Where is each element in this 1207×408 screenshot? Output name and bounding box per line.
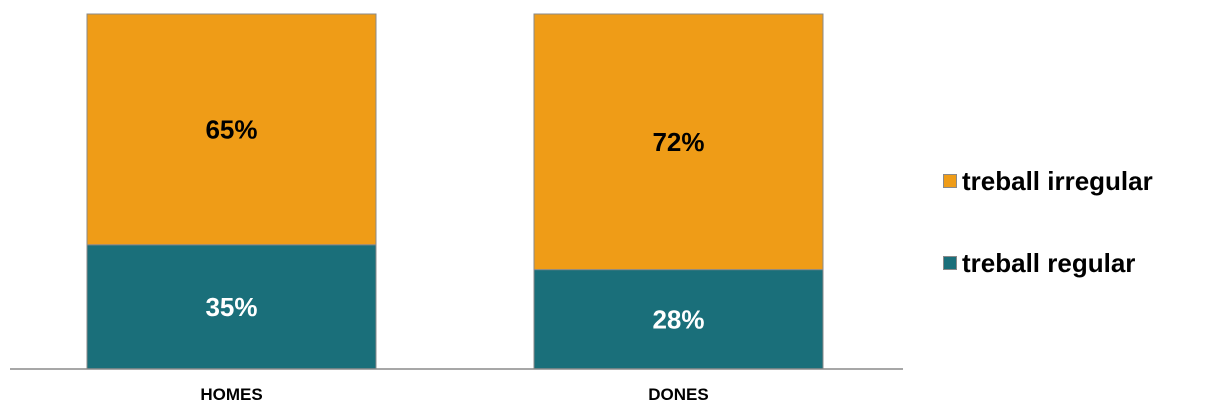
bar-dones-irregular — [533, 13, 824, 271]
legend-item-regular: treball regular — [943, 248, 1205, 278]
data-label-dones-irregular: 72% — [652, 127, 704, 157]
category-label-homes: HOMES — [200, 385, 262, 404]
bar-homes-irregular — [86, 13, 377, 246]
data-label-homes-irregular: 65% — [205, 114, 257, 144]
data-label-dones-regular: 28% — [652, 304, 704, 334]
legend-label-regular: treball regular — [962, 247, 1136, 278]
category-label-dones: DONES — [648, 385, 708, 404]
legend-swatch-regular — [943, 256, 957, 270]
data-label-homes-regular: 35% — [205, 292, 257, 322]
legend-swatch-irregular — [943, 174, 957, 188]
bar-dones-regular — [533, 269, 824, 370]
bar-homes-regular — [86, 244, 377, 370]
legend-item-irregular: treball irregular — [943, 166, 1205, 196]
legend: treball irregular treball regular — [943, 166, 1205, 330]
legend-label-irregular: treball irregular — [962, 165, 1153, 196]
